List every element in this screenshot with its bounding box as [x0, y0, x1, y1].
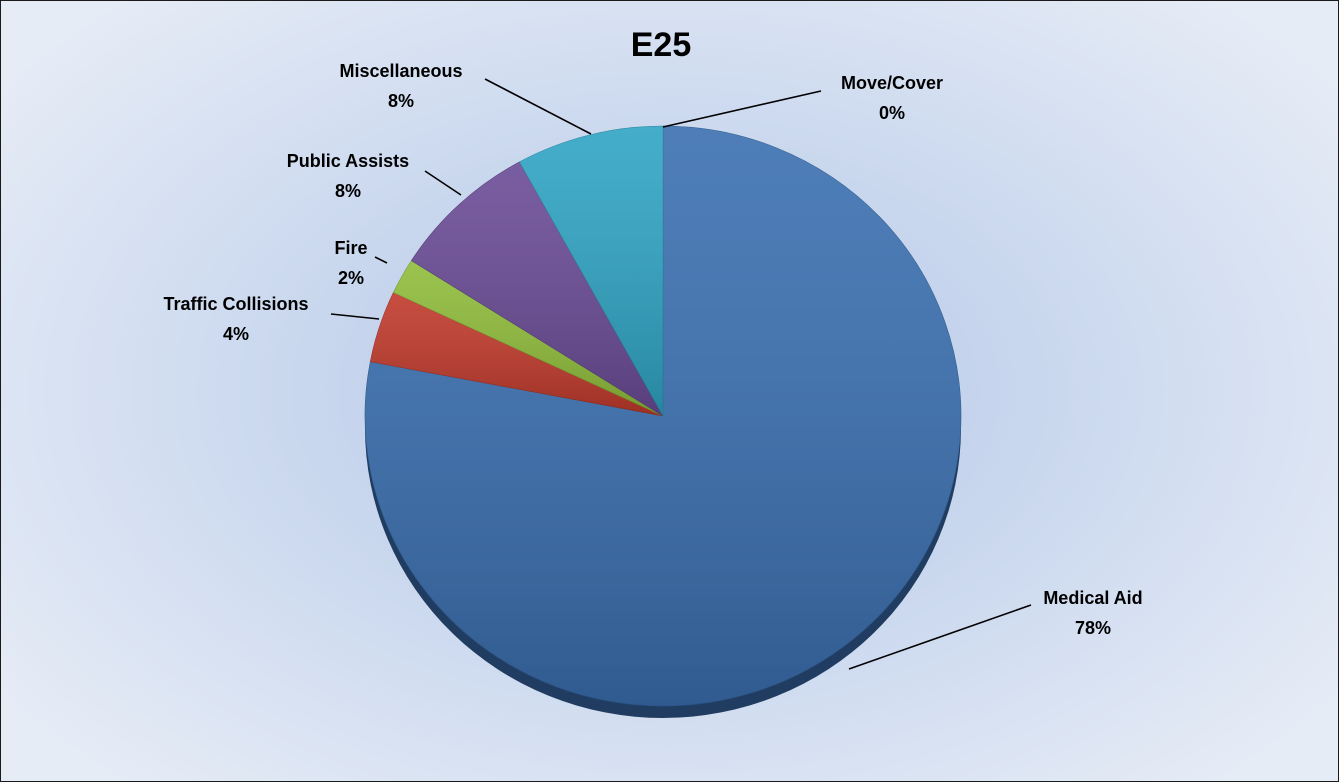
slice-label-fire: Fire [334, 238, 367, 258]
pie-slices [364, 125, 962, 707]
pie-slice-shade-traffic-collisions [370, 292, 663, 416]
slice-label-move-cover: Move/Cover [841, 73, 943, 93]
slice-value-move-cover: 0% [879, 103, 905, 123]
slice-label-traffic-collisions: Traffic Collisions [163, 294, 308, 314]
leader-line-public-assists [424, 170, 462, 196]
slice-value-miscellaneous: 8% [388, 91, 414, 111]
slice-label-medical-aid: Medical Aid [1043, 588, 1142, 608]
pie-slice-shade-fire [393, 260, 663, 416]
chart-title: E25 [631, 26, 692, 64]
leader-line-medical-aid [848, 604, 1032, 670]
slice-label-miscellaneous: Miscellaneous [339, 61, 462, 81]
leader-line-traffic-collisions [330, 313, 380, 320]
leader-line-fire [374, 256, 388, 264]
slice-value-public-assists: 8% [335, 181, 361, 201]
slice-value-traffic-collisions: 4% [223, 324, 249, 344]
leader-line-miscellaneous [484, 78, 592, 135]
slice-label-public-assists: Public Assists [287, 151, 409, 171]
leader-line-move-cover [662, 90, 822, 128]
pie-slice-shade-miscellaneous [519, 126, 663, 416]
slice-value-medical-aid: 78% [1075, 618, 1111, 638]
slice-value-fire: 2% [338, 268, 364, 288]
pie-slice-shade-public-assists [411, 161, 663, 416]
pie-labels: Medical Aid 78% Traffic Collisions 4% Fire 2%… [163, 61, 1143, 670]
